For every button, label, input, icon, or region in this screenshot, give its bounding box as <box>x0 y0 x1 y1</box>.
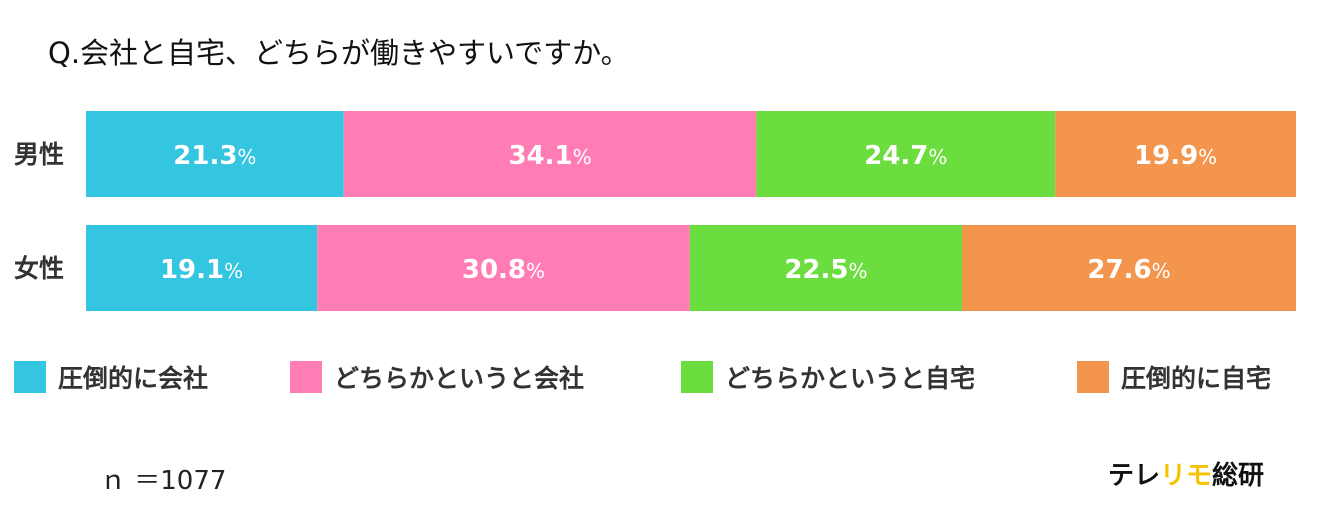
brand-logo: テレリモ総研 <box>1108 455 1264 492</box>
bar-segment-0-3 <box>1055 111 1296 197</box>
legend-label-0: 圧倒的に会社 <box>58 364 209 393</box>
legend-swatch-0 <box>14 361 46 393</box>
data-label-1-3: 27.6% <box>1087 255 1170 285</box>
legend-swatch-3 <box>1077 361 1109 393</box>
data-label-1-0: 19.1% <box>160 255 243 285</box>
bar-segment-1-0 <box>86 225 318 311</box>
bar-segment-1-2 <box>689 225 963 311</box>
bar-segment-0-0 <box>86 111 344 197</box>
legend-item-0: 圧倒的に会社 <box>14 361 208 393</box>
stacked-bar-chart: 男性 21.3% 34.1% 24.7% 19.9% 女性 19.1% 30.8% 22.5% 2… <box>14 111 1296 311</box>
sample-size-note: ｎ ＝1077 <box>100 466 227 496</box>
legend-item-2: どちらかというと自宅 <box>681 361 975 393</box>
data-label-0-3: 19.9% <box>1134 141 1217 171</box>
row-label-0: 男性 <box>14 140 64 169</box>
legend-swatch-1 <box>290 361 322 393</box>
bar-segment-0-1 <box>343 111 757 197</box>
legend-label-1: どちらかというと会社 <box>334 364 585 393</box>
data-label-0-1: 34.1% <box>508 141 591 171</box>
bar-segment-1-1 <box>317 225 690 311</box>
legend-item-1: どちらかというと会社 <box>290 361 584 393</box>
data-label-0-2: 24.7% <box>864 141 947 171</box>
row-label-1: 女性 <box>14 254 64 283</box>
legend-label-2: どちらかというと自宅 <box>725 364 976 393</box>
question-title: Q.会社と自宅、どちらが働きやすいですか。 <box>48 36 630 70</box>
legend-label-3: 圧倒的に自宅 <box>1121 364 1272 393</box>
data-label-1-2: 22.5% <box>784 255 867 285</box>
data-label-0-0: 21.3% <box>173 141 256 171</box>
brand-text-2: リモ <box>1160 461 1213 491</box>
chart-legend: 圧倒的に会社 どちらかというと会社 どちらかというと自宅 圧倒的に自宅 <box>14 361 1304 393</box>
brand-text-3: 総研 <box>1212 461 1265 491</box>
data-label-1-1: 30.8% <box>462 255 545 285</box>
bar-segment-1-3 <box>962 225 1296 311</box>
legend-swatch-2 <box>681 361 713 393</box>
legend-item-3: 圧倒的に自宅 <box>1077 361 1271 393</box>
bar-segment-0-2 <box>756 111 1056 197</box>
brand-text-1: テレ <box>1108 461 1161 491</box>
